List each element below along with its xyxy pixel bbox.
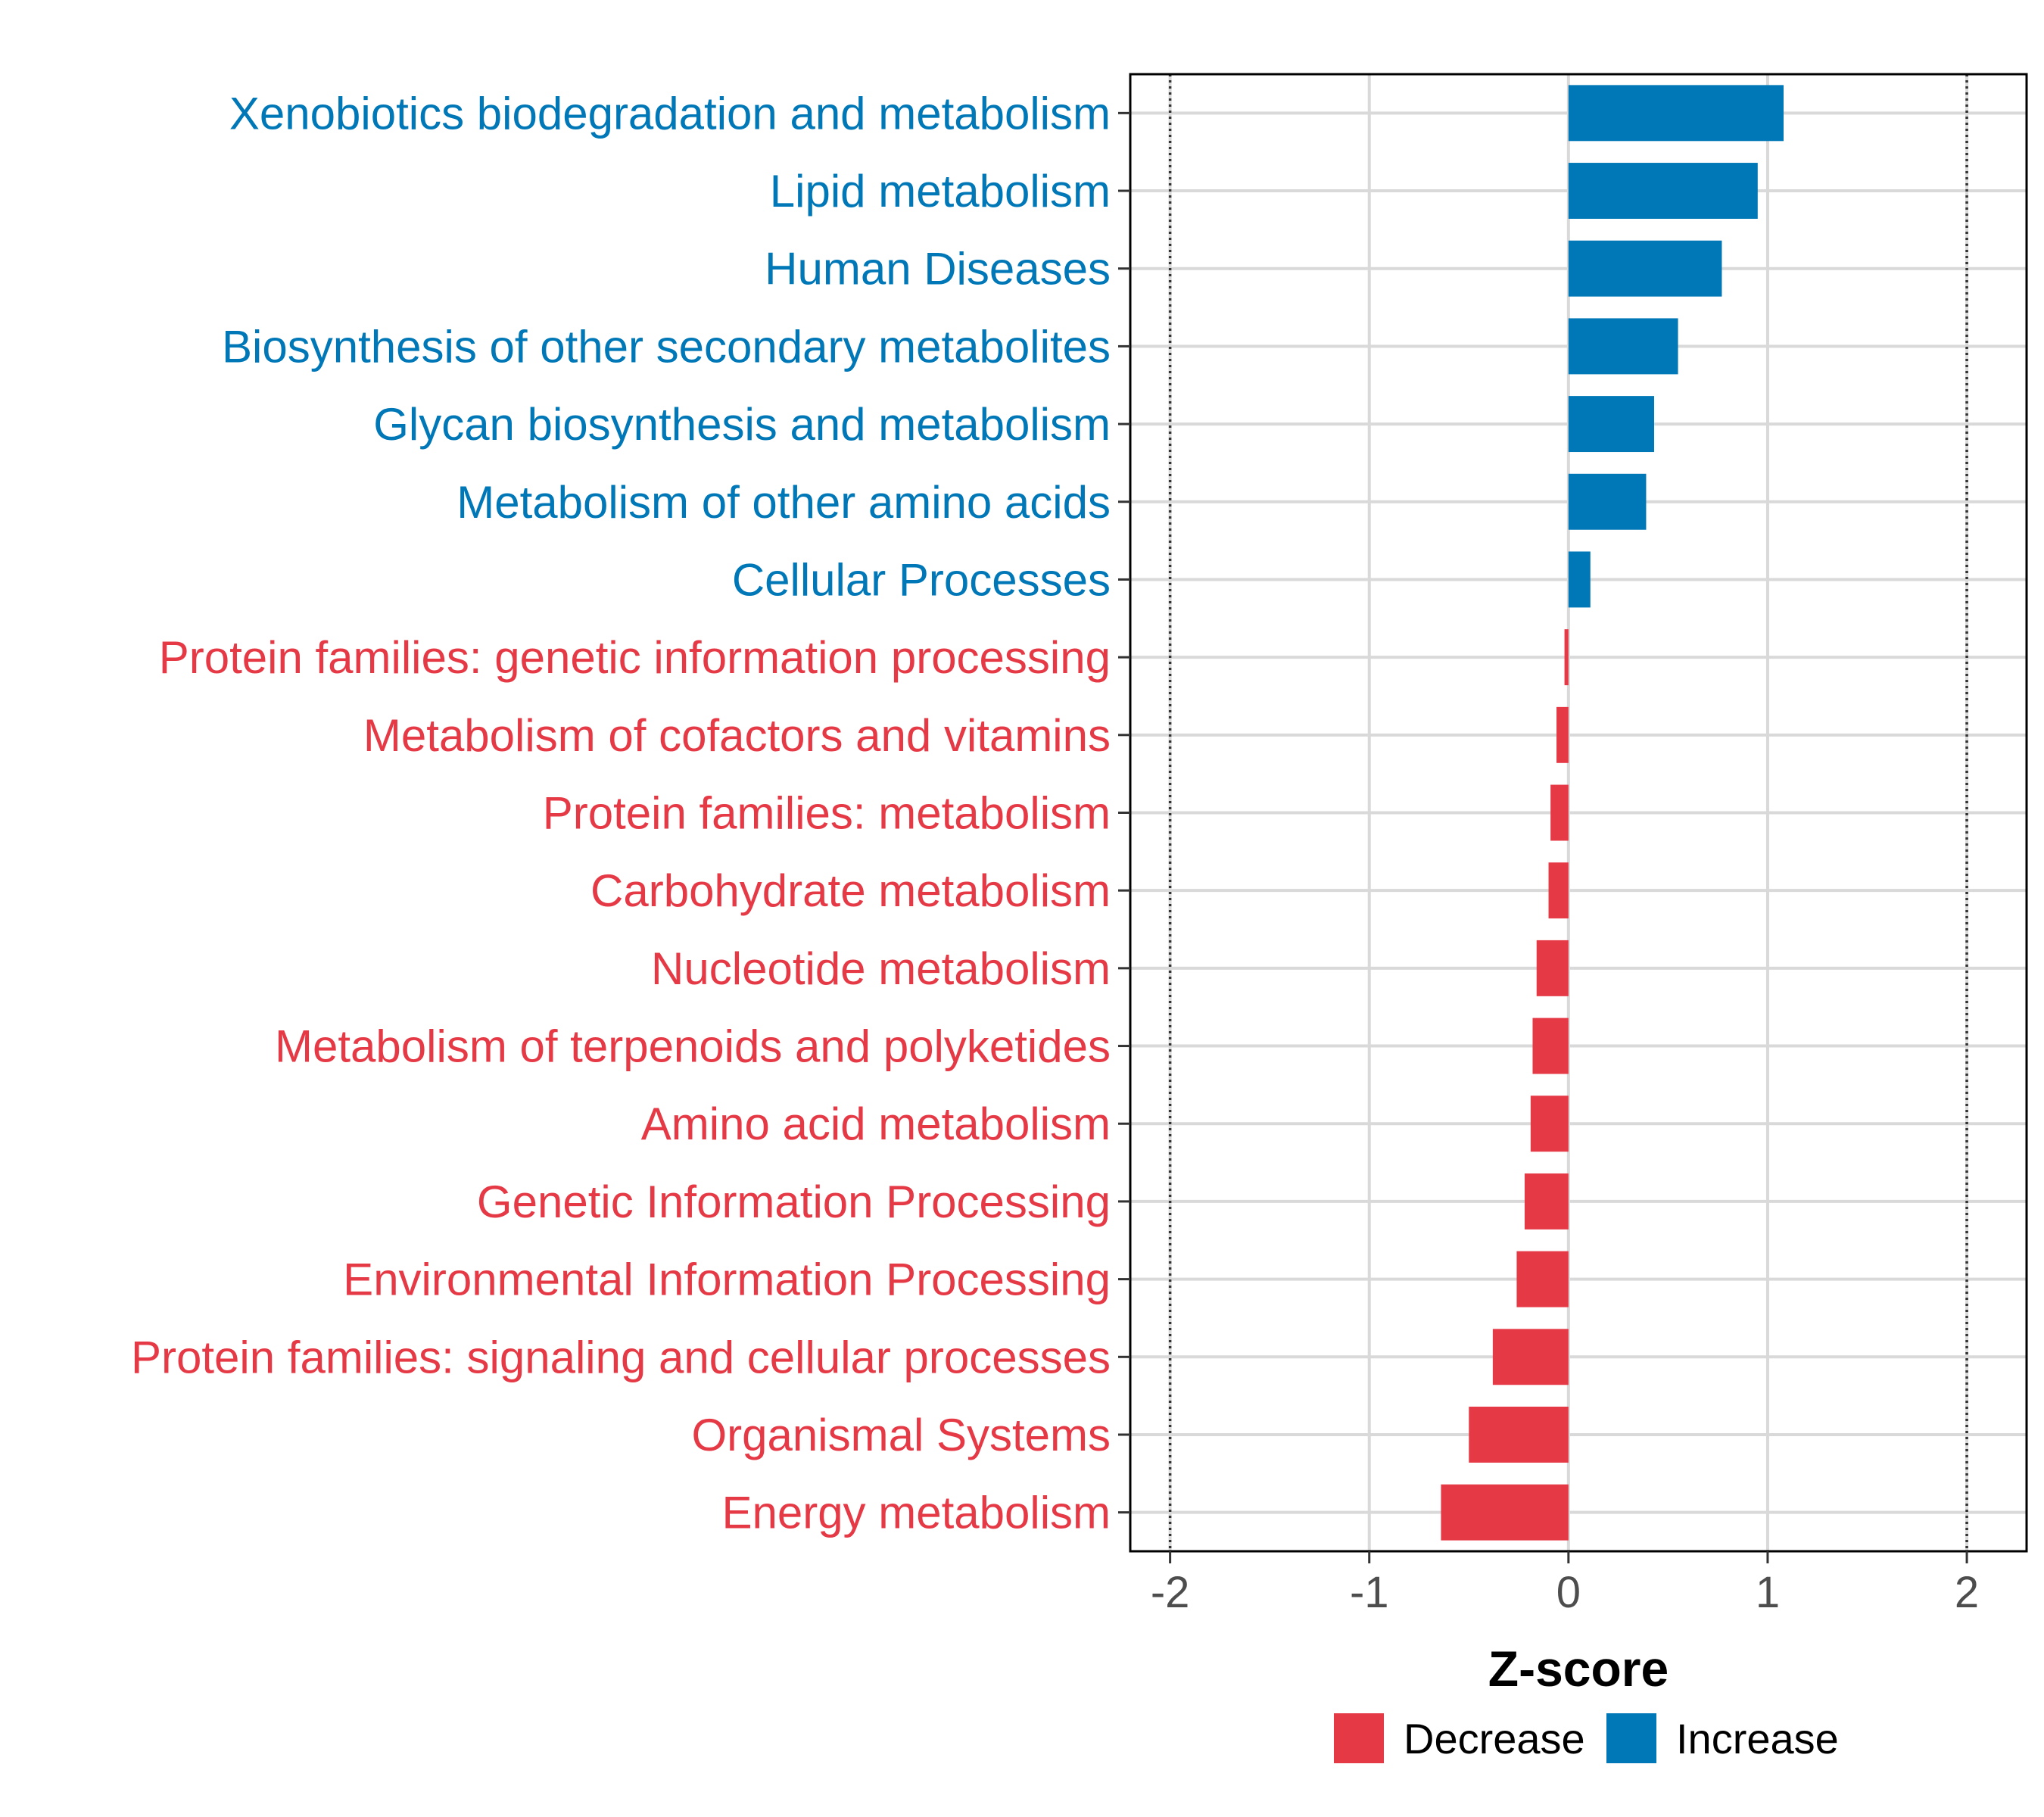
- bar: [1568, 163, 1758, 219]
- bar: [1568, 396, 1654, 453]
- category-label: Human Diseases: [765, 244, 1111, 295]
- x-tick-label: -2: [1151, 1568, 1190, 1617]
- x-axis-title: Z-score: [1488, 1641, 1669, 1697]
- y-axis: Xenobiotics biodegradation and metabolis…: [131, 88, 1130, 1538]
- bar: [1550, 784, 1569, 841]
- legend-swatch: [1334, 1713, 1384, 1763]
- bar: [1524, 1173, 1569, 1230]
- category-label: Protein families: genetic information pr…: [159, 632, 1111, 683]
- bar: [1568, 473, 1647, 530]
- x-tick-label: 1: [1756, 1568, 1780, 1617]
- legend-swatch: [1606, 1713, 1656, 1763]
- category-label: Metabolism of terpenoids and polyketides: [275, 1021, 1111, 1072]
- bar: [1568, 318, 1678, 375]
- x-tick-label: 2: [1955, 1568, 1979, 1617]
- bar: [1568, 240, 1722, 297]
- legend-label: Increase: [1676, 1715, 1839, 1762]
- x-tick-label: 0: [1556, 1568, 1581, 1617]
- bar: [1568, 551, 1591, 608]
- category-label: Genetic Information Processing: [477, 1177, 1111, 1227]
- bar: [1568, 85, 1784, 142]
- category-label: Glycan biosynthesis and metabolism: [373, 399, 1111, 450]
- category-label: Metabolism of cofactors and vitamins: [363, 710, 1111, 761]
- category-label: Lipid metabolism: [770, 166, 1111, 217]
- category-label: Nucleotide metabolism: [651, 943, 1111, 994]
- category-label: Protein families: metabolism: [543, 788, 1111, 839]
- category-label: Amino acid metabolism: [641, 1099, 1111, 1149]
- bar: [1516, 1251, 1569, 1307]
- bar: [1548, 862, 1569, 919]
- category-label: Protein families: signaling and cellular…: [131, 1332, 1111, 1382]
- legend-label: Decrease: [1404, 1715, 1585, 1762]
- bar: [1530, 1095, 1569, 1152]
- category-label: Xenobiotics biodegradation and metabolis…: [229, 88, 1111, 139]
- category-label: Metabolism of other amino acids: [456, 477, 1111, 528]
- bar: [1469, 1407, 1569, 1463]
- x-axis: -2 -1 0 1 2: [1151, 1551, 1979, 1617]
- category-label: Environmental Information Processing: [343, 1254, 1111, 1305]
- category-label: Organismal Systems: [692, 1410, 1111, 1460]
- bar: [1532, 1018, 1569, 1074]
- bar: [1441, 1484, 1569, 1541]
- x-tick-label: -1: [1350, 1568, 1389, 1617]
- legend: Decrease Increase: [1334, 1713, 1839, 1763]
- bar: [1564, 629, 1569, 686]
- reference-lines: [1168, 74, 1968, 1551]
- category-label: Biosynthesis of other secondary metaboli…: [222, 321, 1111, 372]
- bar: [1556, 706, 1569, 763]
- category-label: Cellular Processes: [732, 554, 1111, 605]
- category-label: Carbohydrate metabolism: [590, 865, 1111, 916]
- bar: [1492, 1329, 1569, 1385]
- bar: [1536, 940, 1569, 996]
- bars-layer: [1441, 85, 1784, 1541]
- category-label: Energy metabolism: [721, 1488, 1111, 1538]
